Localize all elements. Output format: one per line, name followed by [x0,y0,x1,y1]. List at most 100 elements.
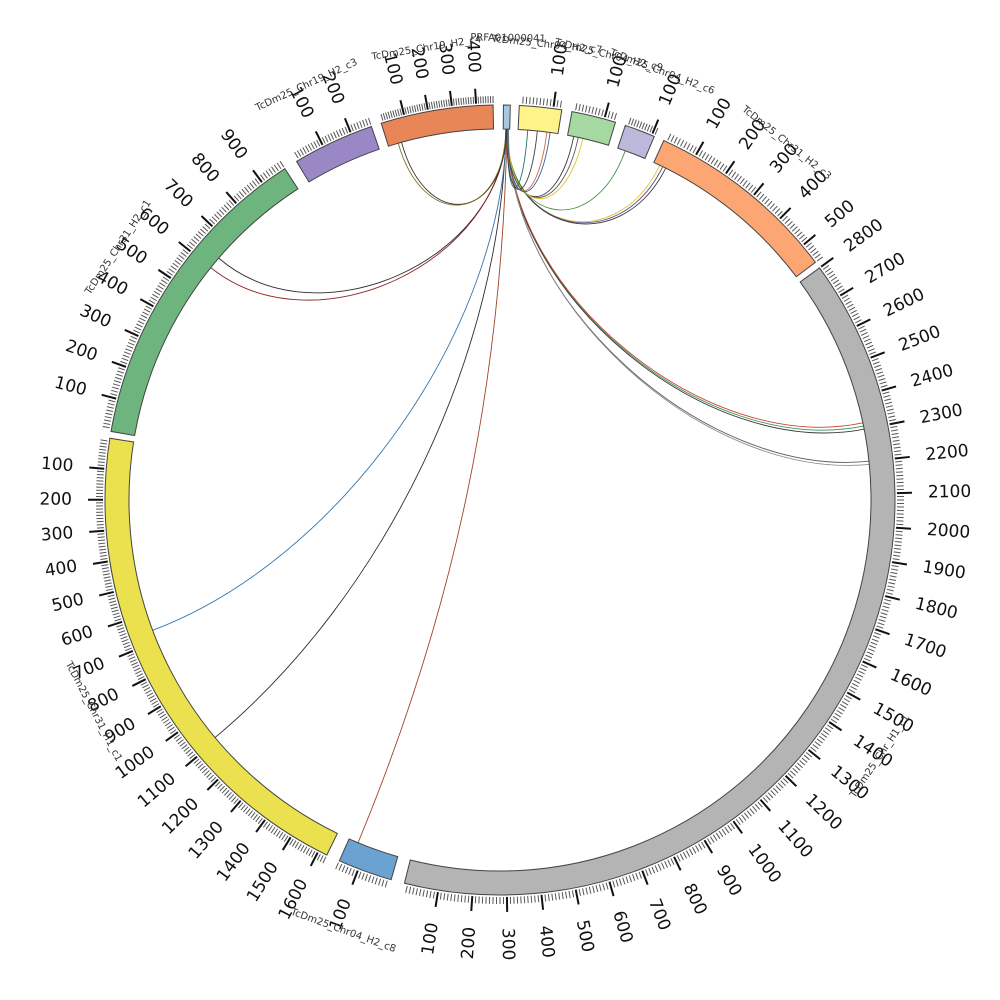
tick-chrh1c1-410 [544,894,547,902]
tick-chrh1c1-850 [688,848,694,856]
tick-chrh1c1-2430 [878,378,886,382]
tick-chr31h2c3-470 [796,231,803,237]
tick-chrh1c1-2700 [839,286,854,297]
tick-chrh1c1-1950 [894,544,902,547]
tick-chrh1c1-1440 [836,709,843,715]
tick-chr31h2c3-560 [816,256,823,262]
tick-chrh1c1-1660 [870,641,878,646]
tick-label-chr19c4-400: 400 [462,40,484,74]
tick-chr31h1c1-1420 [265,823,271,830]
tick-chrh1c1-640 [622,877,626,885]
tick-chrh1c1-950 [718,830,724,838]
tick-chr31h2c1-450 [155,287,163,293]
tick-c8-80 [361,872,365,880]
tick-chrh1c1-140 [450,893,453,902]
tick-chr19c4-220 [430,101,434,109]
tick-chr31h2c1-10 [102,426,110,429]
tick-chr31h2c1-690 [204,223,211,230]
tick-chr31h2c1-640 [193,236,200,242]
tick-chrh1c1-1940 [893,547,902,550]
tick-chr31h1c1-940 [161,716,168,722]
tick-chr19c4-260 [440,100,443,108]
tick-c7-40 [532,97,535,105]
tick-chrh1c1-1360 [820,732,828,738]
tick-chr31h2c3-410 [782,215,788,222]
tick-chrh1c1-2570 [861,332,868,336]
tick-chrh1c1-2670 [845,300,852,305]
tick-chrh1c1-750 [657,863,662,871]
tick-chrh1c1-1430 [834,712,841,718]
tick-chr31h1c1-520 [108,597,116,601]
tick-chr31h2c1-350 [139,317,146,322]
tick-chrh1c1-2730 [834,282,841,288]
tick-chr31h1c1-950 [163,718,170,724]
tick-chr19c4-100 [399,99,405,116]
tick-chrh1c1-2490 [871,358,879,362]
tick-chr31h2c3-520 [808,245,815,251]
tick-chr31h2c3-250 [739,177,745,185]
segment-c8 [338,838,399,881]
tick-chrh1c1-2470 [874,364,881,368]
segment-chrh1c1 [403,267,896,896]
tick-c7-110 [556,100,559,108]
tick-chrh1c1-2620 [853,316,861,321]
tick-chrh1c1-770 [664,861,668,868]
tick-chrh1c1-2780 [824,267,832,273]
tick-chrh1c1-1680 [872,635,880,639]
tick-chr19c4-120 [406,106,410,114]
tick-chr19c4-80 [397,109,400,117]
tick-chrh1c1-1260 [799,760,806,766]
tick-label-c7-100: 100 [548,42,572,77]
tick-chr31h1c1-420 [101,567,109,570]
tick-chr31h2c1-480 [160,279,168,285]
tick-chrh1c1-980 [727,824,733,832]
tick-c6-70 [644,123,648,131]
link-6 [357,129,508,843]
tick-chrh1c1-2340 [886,408,894,412]
tick-chr31h1c1-300 [89,529,105,533]
tick-c8-140 [341,865,346,873]
tick-chr31h1c1-460 [104,579,112,582]
tick-chrh1c1-620 [615,879,619,887]
tick-chrh1c1-2180 [895,464,903,466]
tick-c8-70 [364,874,368,881]
tick-chr31h1c1-490 [106,588,114,591]
tick-chr31h1c1-40 [99,448,107,451]
tick-c9-50 [588,106,591,114]
tick-chr19c3-250 [362,119,366,127]
tick-chr31h1c1-1120 [195,760,202,767]
tick-label-chr31h1c1-100: 100 [40,454,74,476]
tick-chr31h2c3-260 [742,180,748,187]
tick-chrh1c1-2420 [879,381,887,385]
tick-chr31h2c1-580 [180,251,187,257]
tick-chr31h2c3-330 [761,196,767,203]
tick-chrh1c1-1710 [876,625,884,629]
tick-c6-30 [633,119,637,127]
tick-chr31h2c1-140 [112,383,120,387]
tick-chr31h1c1-1630 [322,856,327,864]
tick-label-chr31h2c1-700: 700 [160,175,197,212]
tick-chr31h2c1-240 [123,351,131,355]
tick-chrh1c1-2330 [887,412,895,415]
tick-chr31h2c1-270 [127,342,135,346]
tick-chrh1c1-2380 [883,394,891,398]
tick-chr19c4-330 [457,98,460,106]
tick-label-chrh1c1-300: 300 [497,928,518,961]
tick-chr19c3-70 [310,142,315,150]
tick-chrh1c1-80 [429,890,432,898]
tick-label-chr31h1c1-1300: 1300 [185,818,228,864]
link-1 [210,129,507,301]
tick-c9-20 [578,103,581,112]
tick-chr31h1c1-1570 [305,848,310,855]
tick-chrh1c1-490 [571,890,575,898]
tick-label-chrh1c1-900: 900 [712,862,746,900]
tick-chr31h2c3-90 [692,146,697,154]
tick-chrh1c1-2560 [862,335,870,339]
tick-c9-40 [584,105,588,113]
tick-chrh1c1-1080 [754,803,761,810]
tick-chrh1c1-470 [565,891,568,899]
tick-chr31h2c1-980 [279,160,285,168]
tick-chr31h2c1-560 [176,257,183,263]
tick-chr31h2c1-470 [159,282,166,287]
tick-chr31h2c1-680 [202,226,209,232]
